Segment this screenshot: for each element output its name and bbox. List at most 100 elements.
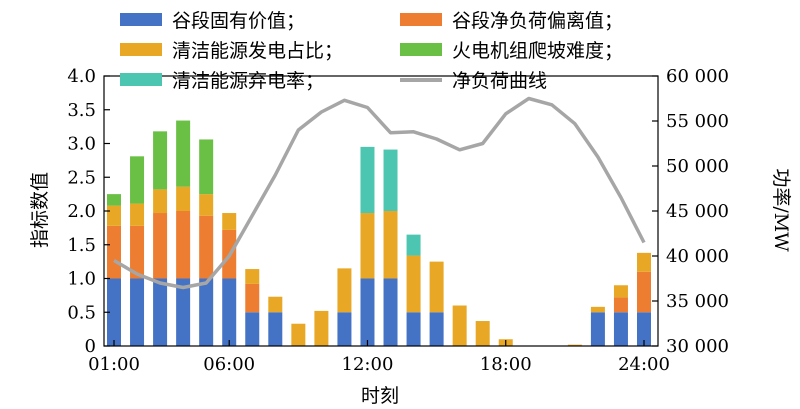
bar-segment [107,225,121,279]
bar-segment [567,344,582,346]
legend-item-valley-deviation: 谷段净负荷偏离值； [400,6,623,33]
bar-segment [406,312,421,346]
bar-segment [153,213,168,279]
bar-segment [360,278,375,346]
y-tick-label: 1.0 [67,269,96,290]
bar-segment [383,211,398,279]
legend: 谷段固有价值； 谷段净负荷偏离值； 清洁能源发电占比； 火电机组爬坡难度； 清洁… [120,6,680,96]
bar-segment [637,312,651,346]
legend-swatch [120,73,162,86]
bar-segment [360,146,375,214]
y-tick-label: 2.0 [67,201,96,222]
legend-item-clean-energy-share: 清洁能源发电占比； [120,36,343,63]
bar-segment [291,323,306,346]
y2-tick-label: 60 000 [666,66,729,87]
bar-segment [130,225,145,279]
legend-item-curtailment: 清洁能源弃电率； [120,66,324,93]
bar-segment [637,252,651,272]
y-tick-label: 3.0 [67,134,96,155]
y-axis-title: 指标数值 [29,172,51,248]
legend-label: 清洁能源发电占比； [172,40,344,62]
bar-segment [245,312,260,346]
bar-segment [268,312,283,346]
y-tick-label: 3.5 [67,100,96,121]
legend-swatch [400,13,442,26]
bar-segment [337,268,352,313]
bar-segment [360,213,375,279]
bar-segment [199,278,214,346]
bar-segment [130,278,145,346]
legend-label: 清洁能源弃电率； [172,70,325,92]
bar-segment [153,189,168,214]
legend-label: 火电机组爬坡难度； [452,40,624,62]
x-tick-label: 24:00 [618,354,670,375]
net-load-line [113,96,646,290]
bar-segment [199,194,214,216]
y2-tick-label: 55 000 [666,111,729,132]
legend-swatch [400,43,442,56]
bar-segment [153,278,168,346]
y2-axis-title: 功率/MW [770,168,792,252]
y-tick-label: 0.5 [67,302,96,323]
x-axis-title: 时刻 [361,385,399,407]
bar-segment [130,156,145,204]
bar-segment [176,211,191,279]
bar-segment [176,120,191,187]
bar-segment [245,283,260,313]
bar-segment [107,205,121,226]
legend-label: 谷段净负荷偏离值； [452,10,624,32]
y-tick-label: 1.5 [67,235,96,256]
bar-segment [222,278,237,346]
x-tick-label: 12:00 [342,354,394,375]
y2-tick-label: 30 000 [666,336,729,357]
bar-segment [406,255,421,313]
bar-segment [637,271,651,313]
bar-segment [222,213,237,230]
bar-segment [613,297,628,313]
bar-segment [429,261,444,313]
bar-segment [107,278,121,346]
line-layer [113,96,646,290]
y-tick-label: 4.0 [67,66,96,87]
bar-segment [590,312,605,346]
bar-segment [383,149,398,211]
legend-swatch [120,43,162,56]
y2-tick-label: 35 000 [666,291,729,312]
legend-label: 净负荷曲线 [452,70,548,92]
bar-segment [107,194,121,206]
bars-group [107,120,651,346]
legend-line [400,77,442,82]
bar-segment [383,278,398,346]
bar-segment [199,139,214,195]
x-tick-label: 01:00 [88,354,140,375]
y2-tick-label: 45 000 [666,201,729,222]
bar-segment [176,186,191,211]
bar-segment [130,203,145,226]
x-tick-label: 06:00 [203,354,255,375]
bar-segment [337,312,352,346]
bar-segment [475,321,490,346]
bar-segment [199,215,214,279]
legend-swatch [120,13,162,26]
y-tick-label: 0 [85,336,96,357]
legend-item-thermal-ramp: 火电机组爬坡难度； [400,36,623,63]
y-tick-label: 2.5 [67,167,96,188]
bar-segment [406,234,421,256]
y2-tick-label: 40 000 [666,246,729,267]
bar-segment [429,312,444,346]
x-tick-label: 18:00 [480,354,532,375]
bar-segment [176,278,191,346]
bar-segment [314,310,329,346]
legend-item-valley-inherent: 谷段固有价值； [120,6,305,33]
bar-segment [613,312,628,346]
bar-segment [452,305,467,346]
legend-item-net-load: 净负荷曲线 [400,66,547,93]
bar-segment [613,285,628,298]
bar-segment [268,296,283,313]
axes-group: 0 0.5 1.0 1.5 2.0 2.5 3.0 3.5 4.0 30 000 35 000 40 … [67,66,729,375]
bar-segment [590,306,605,313]
legend-label: 谷段固有价值； [172,10,306,32]
bar-segment [245,269,260,284]
bar-segment [153,131,168,190]
